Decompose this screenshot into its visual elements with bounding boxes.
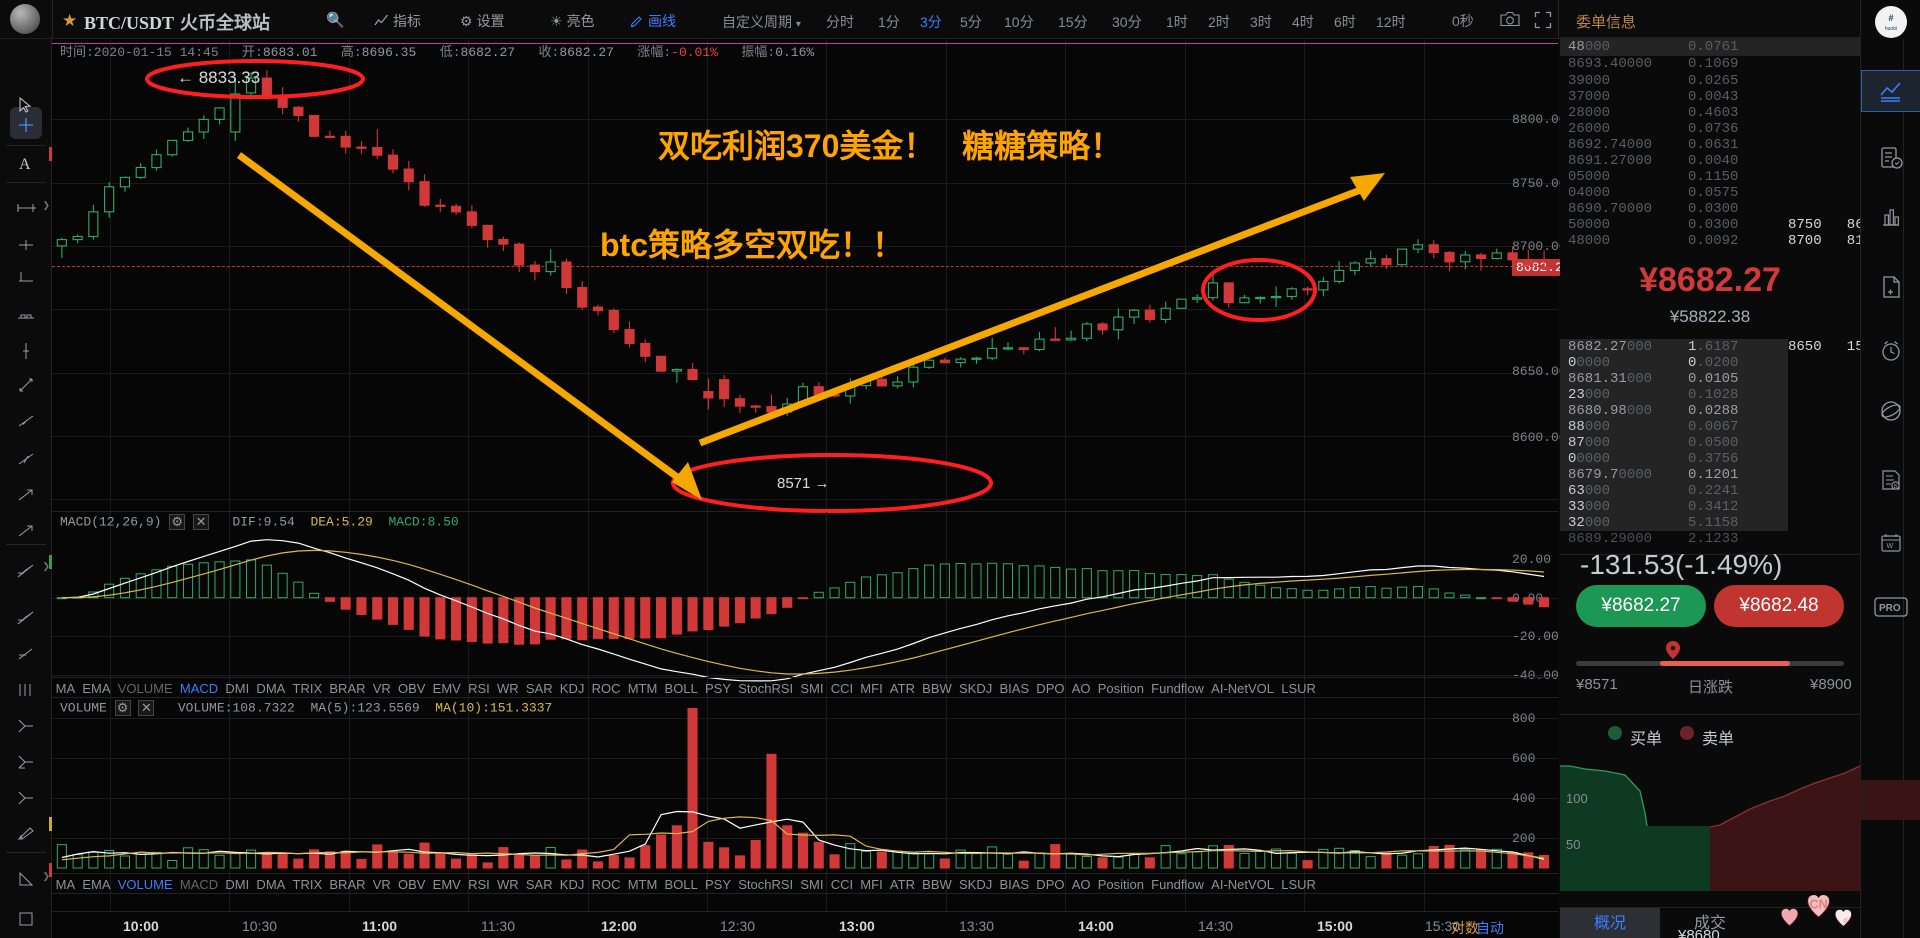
svg-text:PRO: PRO <box>1879 603 1901 614</box>
svg-text:B: B <box>1894 484 1898 490</box>
svg-text:100: 100 <box>1566 791 1588 806</box>
svg-text:W: W <box>1887 543 1894 550</box>
svg-text:CN: CN <box>1809 898 1827 912</box>
svg-text:50: 50 <box>1566 837 1580 852</box>
svg-text:A: A <box>19 156 31 172</box>
svg-text:#: # <box>1888 13 1893 23</box>
svg-text:o': o' <box>1843 917 1848 924</box>
svg-text:huobi: huobi <box>1885 26 1897 32</box>
